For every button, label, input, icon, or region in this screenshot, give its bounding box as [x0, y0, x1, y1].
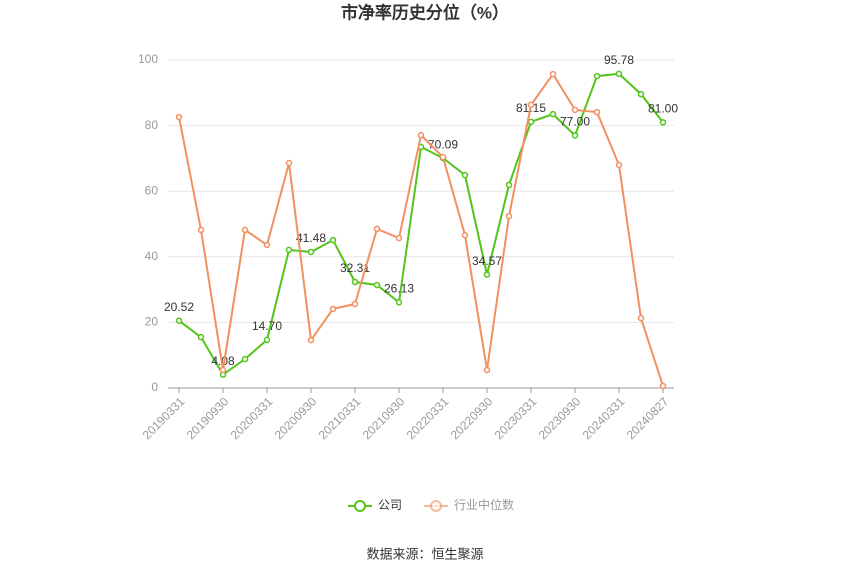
point [197, 333, 205, 341]
chart-title: 市净率历史分位（%） [341, 2, 509, 22]
data-label: 20.52 [164, 300, 194, 314]
point [571, 106, 579, 114]
point [285, 159, 293, 167]
point [549, 70, 557, 78]
point [615, 70, 623, 78]
point [241, 355, 249, 363]
point [615, 161, 623, 169]
point [505, 212, 513, 220]
legend-marker [430, 500, 443, 512]
x-tick-label: 20210331 [316, 394, 364, 442]
point [483, 366, 491, 374]
y-tick-label: 20 [145, 315, 159, 329]
data-label: 14.70 [252, 319, 282, 333]
x-tick-label: 20240827 [624, 394, 672, 442]
x-tick-label: 20190930 [184, 394, 232, 442]
point [505, 181, 513, 189]
data-label: 77.00 [560, 115, 590, 129]
point [483, 271, 491, 278]
point [351, 300, 359, 308]
series-line [178, 72, 664, 387]
point [461, 171, 469, 179]
point [307, 248, 315, 256]
point [637, 90, 645, 98]
x-tick-label: 20200331 [228, 394, 276, 442]
data-label: 81.00 [648, 101, 678, 115]
data-label: 32.31 [340, 261, 370, 275]
point [439, 153, 447, 161]
point [351, 278, 359, 286]
legend-marker [354, 500, 366, 512]
point [571, 132, 579, 139]
data-label: 70.09 [428, 137, 458, 151]
point [263, 336, 271, 344]
y-tick-label: 40 [145, 249, 159, 263]
legend-label: 行业中位数 [454, 497, 514, 512]
point [197, 226, 205, 234]
x-tick-label: 20230930 [536, 394, 584, 442]
data-label: 4.08 [211, 354, 235, 368]
x-tick-label: 20220930 [448, 394, 496, 442]
point [593, 108, 601, 116]
point [461, 231, 469, 239]
point [593, 72, 601, 80]
x-tick-label: 20220331 [404, 394, 452, 442]
data-label: 26.13 [384, 281, 414, 295]
point [659, 382, 667, 390]
point [527, 101, 535, 109]
legend-label: 公司 [378, 498, 402, 512]
point [329, 236, 337, 244]
point [395, 234, 403, 242]
y-tick-label: 80 [145, 118, 159, 132]
data-label: 34.57 [472, 254, 502, 268]
point [307, 336, 315, 344]
source: 数据来源：恒生聚源 [366, 546, 483, 561]
y-tick-label: 0 [151, 380, 158, 394]
x-tick-label: 20200930 [272, 394, 320, 442]
point [637, 314, 645, 322]
point [329, 305, 337, 313]
x-tick-label: 20230331 [492, 394, 540, 442]
data-label: 95.78 [604, 53, 634, 67]
point [373, 225, 381, 233]
x-tick-label: 20240331 [580, 394, 628, 442]
point [263, 241, 271, 249]
x-tick-label: 20190331 [140, 394, 188, 442]
point [241, 226, 249, 234]
point [395, 299, 403, 306]
point [527, 118, 535, 126]
point [659, 119, 667, 126]
point [175, 317, 183, 324]
x-tick-label: 20210930 [360, 394, 408, 442]
y-tick-label: 100 [138, 52, 158, 66]
data-label: 41.48 [296, 231, 326, 245]
point [417, 131, 425, 139]
y-tick-label: 60 [145, 183, 159, 197]
point [549, 110, 557, 118]
point [175, 113, 183, 121]
point [285, 246, 293, 254]
point [219, 366, 227, 374]
point [373, 281, 381, 289]
